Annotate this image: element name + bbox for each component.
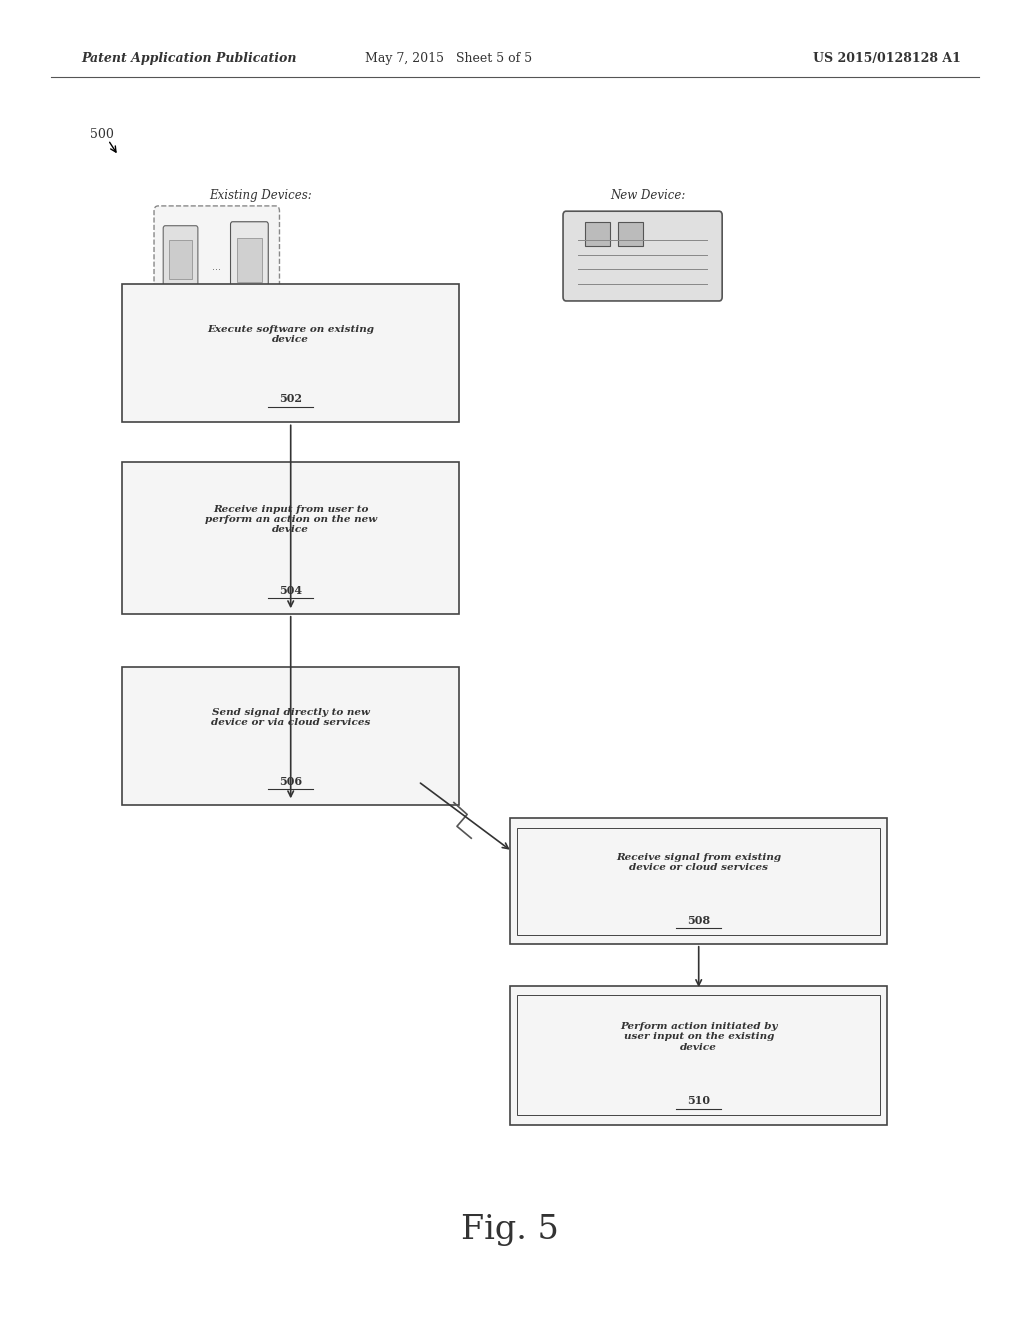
FancyBboxPatch shape: [163, 226, 198, 290]
FancyBboxPatch shape: [562, 211, 721, 301]
FancyBboxPatch shape: [585, 222, 609, 246]
Text: May 7, 2015   Sheet 5 of 5: May 7, 2015 Sheet 5 of 5: [365, 51, 532, 65]
Text: ...: ...: [212, 261, 221, 272]
FancyBboxPatch shape: [122, 667, 459, 805]
Text: 502: 502: [279, 393, 302, 404]
FancyBboxPatch shape: [122, 462, 459, 614]
Text: Execute software on existing
device: Execute software on existing device: [207, 325, 374, 345]
Text: US 2015/0128128 A1: US 2015/0128128 A1: [813, 51, 960, 65]
Text: New Device:: New Device:: [609, 189, 685, 202]
FancyBboxPatch shape: [154, 206, 279, 306]
Text: Patent Application Publication: Patent Application Publication: [82, 51, 297, 65]
FancyBboxPatch shape: [122, 284, 459, 422]
Text: Fig. 5: Fig. 5: [461, 1214, 558, 1246]
Text: Receive signal from existing
device or cloud services: Receive signal from existing device or c…: [615, 853, 781, 873]
Text: Existing Devices:: Existing Devices:: [209, 189, 311, 202]
Text: Perform action initiated by
user input on the existing
device: Perform action initiated by user input o…: [620, 1022, 776, 1052]
FancyBboxPatch shape: [618, 222, 642, 246]
Text: Receive input from user to
perform an action on the new
device: Receive input from user to perform an ac…: [205, 504, 376, 535]
Text: 504: 504: [279, 585, 302, 595]
Text: 510: 510: [687, 1096, 709, 1106]
FancyBboxPatch shape: [510, 818, 887, 944]
Text: Send signal directly to new
device or via cloud services: Send signal directly to new device or vi…: [211, 708, 370, 727]
Text: 506: 506: [279, 776, 302, 787]
Text: 508: 508: [687, 915, 709, 925]
FancyBboxPatch shape: [510, 986, 887, 1125]
FancyBboxPatch shape: [230, 222, 268, 296]
Text: 500: 500: [90, 128, 113, 141]
FancyBboxPatch shape: [236, 238, 262, 282]
FancyBboxPatch shape: [169, 240, 192, 279]
